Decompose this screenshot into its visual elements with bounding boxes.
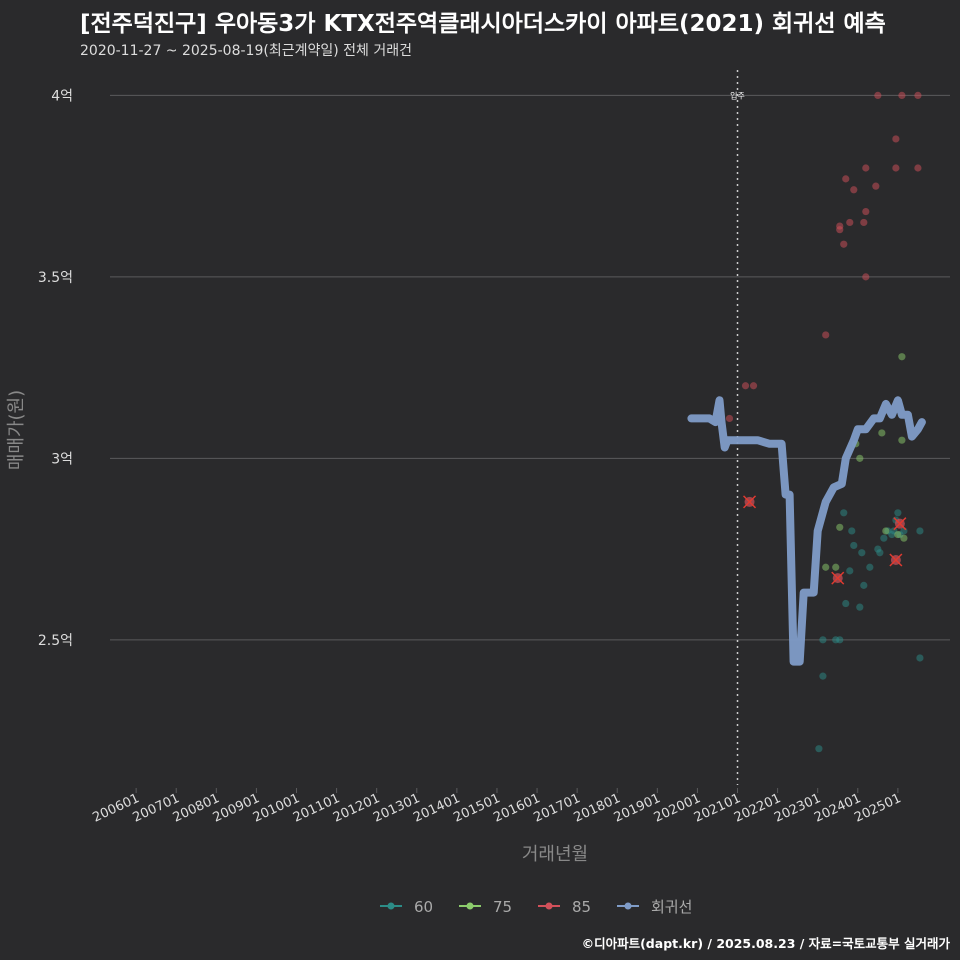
point-85 — [874, 91, 882, 100]
legend-label: 회귀선 — [651, 898, 692, 916]
point-60 — [846, 567, 854, 575]
highlight-cross — [743, 495, 757, 509]
point-75 — [900, 534, 908, 542]
point-60 — [894, 509, 902, 517]
legend-item-회귀선: 회귀선 — [617, 898, 692, 916]
point-75 — [878, 429, 886, 437]
legend-item-75: 75 — [459, 898, 512, 916]
credit-text: ©디아파트(dapt.kr) / 2025.08.23 / 자료=국토교통부 실… — [581, 936, 950, 951]
y-tick-label: 2.5억 — [38, 633, 73, 649]
highlight-point — [743, 495, 757, 509]
point-60 — [880, 534, 888, 542]
point-60 — [840, 509, 848, 517]
point-75 — [836, 523, 844, 531]
point-85 — [741, 382, 750, 390]
point-75 — [832, 563, 840, 571]
point-85 — [860, 218, 868, 227]
point-85 — [862, 273, 870, 281]
point-85 — [914, 164, 922, 172]
point-85 — [862, 164, 870, 172]
legend-swatch-dot — [545, 902, 553, 910]
point-60 — [819, 636, 827, 644]
point-60 — [876, 549, 884, 557]
x-tick-label: 202501 — [852, 791, 903, 826]
y-tick-label: 3억 — [51, 451, 73, 467]
point-85 — [892, 164, 900, 172]
point-75 — [894, 530, 902, 539]
point-60 — [856, 603, 864, 611]
point-60 — [860, 581, 868, 589]
point-85 — [850, 186, 858, 194]
point-75 — [898, 353, 906, 361]
point-75 — [856, 454, 864, 462]
chart-subtitle: 2020-11-27 ~ 2025-08-19(최근계약일) 전체 거래건 — [80, 43, 412, 59]
legend-swatch-dot — [466, 902, 474, 910]
point-85 — [725, 414, 734, 423]
legend-label: 60 — [414, 898, 433, 916]
point-60 — [916, 527, 924, 535]
point-75 — [882, 527, 890, 535]
highlight-cross — [893, 517, 907, 531]
point-75 — [898, 436, 906, 444]
point-85 — [840, 240, 848, 248]
legend-item-85: 85 — [538, 898, 591, 916]
point-85 — [898, 91, 906, 100]
y-tick-label: 4억 — [51, 88, 73, 104]
point-60 — [836, 636, 844, 644]
y-tick-label: 3.5억 — [38, 270, 73, 286]
legend-label: 85 — [572, 898, 591, 916]
highlight-cross — [831, 571, 845, 585]
highlight-cross — [889, 553, 903, 567]
point-85 — [862, 207, 870, 216]
regression-line — [687, 396, 926, 666]
y-axis-title: 매매가(원) — [6, 390, 27, 470]
point-60 — [815, 745, 823, 753]
point-60 — [916, 654, 924, 662]
point-85 — [836, 222, 844, 230]
move-in-label: 입주 — [730, 91, 745, 100]
point-60 — [850, 541, 858, 550]
highlight-point — [893, 517, 907, 531]
point-60 — [858, 549, 866, 557]
x-axis-title: 거래년월 — [522, 844, 588, 865]
point-85 — [842, 175, 850, 183]
highlight-point — [831, 571, 845, 585]
point-75 — [822, 563, 830, 571]
legend-item-60: 60 — [380, 898, 433, 916]
point-60 — [842, 599, 850, 608]
legend-swatch-dot — [387, 902, 395, 910]
point-85 — [892, 135, 900, 143]
highlight-point — [889, 553, 903, 567]
point-85 — [749, 382, 758, 390]
point-60 — [848, 527, 856, 535]
legend-label: 75 — [493, 898, 512, 916]
point-60 — [819, 672, 827, 680]
chart-title: [전주덕진구] 우아동3가 KTX전주역클래시아더스카이 아파트(2021) 회… — [80, 11, 886, 37]
point-60 — [866, 563, 874, 571]
point-85 — [846, 218, 854, 227]
point-85 — [914, 91, 922, 100]
point-85 — [822, 331, 830, 339]
legend-swatch-dot — [624, 902, 632, 910]
point-85 — [872, 182, 880, 190]
